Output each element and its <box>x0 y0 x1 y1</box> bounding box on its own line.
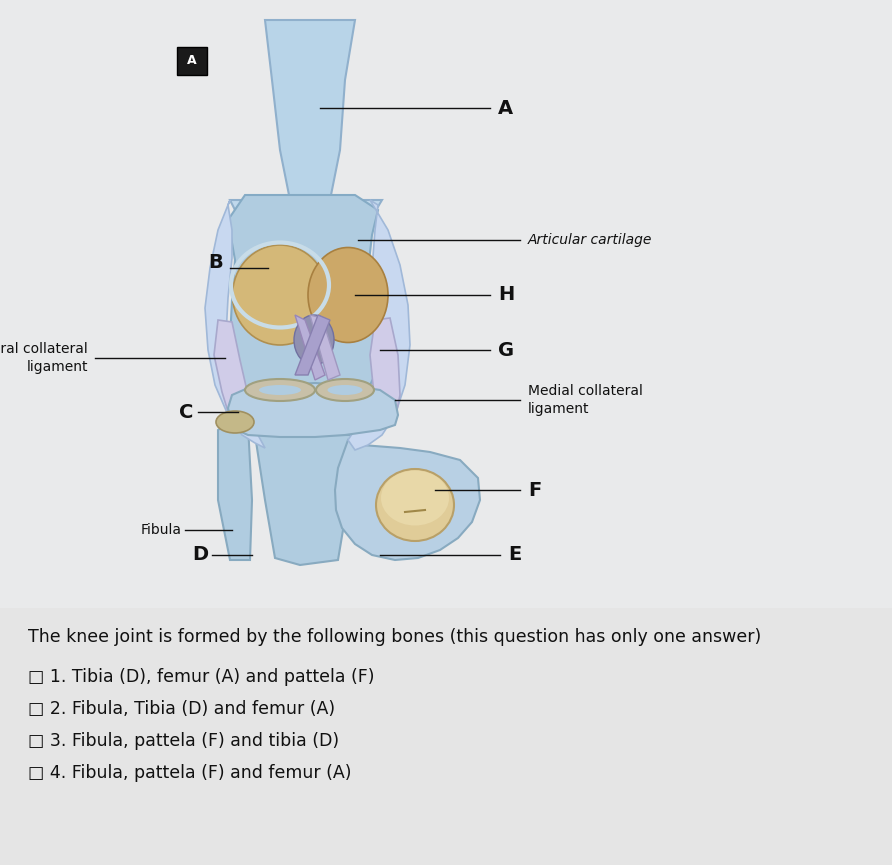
Text: □ 3. Fibula, pattela (F) and tibia (D): □ 3. Fibula, pattela (F) and tibia (D) <box>28 732 339 750</box>
Text: B: B <box>208 253 223 272</box>
Text: A: A <box>498 99 513 118</box>
Text: E: E <box>508 546 521 565</box>
Text: D: D <box>192 546 208 565</box>
Polygon shape <box>205 200 265 448</box>
Text: Lateral collateral
ligament: Lateral collateral ligament <box>0 343 88 374</box>
Text: □ 4. Fibula, pattela (F) and femur (A): □ 4. Fibula, pattela (F) and femur (A) <box>28 764 351 782</box>
Ellipse shape <box>216 411 254 433</box>
Ellipse shape <box>316 379 374 401</box>
Bar <box>0 608 892 865</box>
Polygon shape <box>310 315 340 380</box>
Ellipse shape <box>381 471 449 526</box>
Text: The knee joint is formed by the following bones (this question has only one answ: The knee joint is formed by the followin… <box>28 628 761 646</box>
Polygon shape <box>218 425 252 560</box>
Polygon shape <box>295 315 325 380</box>
Text: □ 1. Tibia (D), femur (A) and pattela (F): □ 1. Tibia (D), femur (A) and pattela (F… <box>28 668 375 686</box>
Ellipse shape <box>376 469 454 541</box>
Text: C: C <box>178 402 193 421</box>
Polygon shape <box>348 200 410 450</box>
Polygon shape <box>228 195 378 415</box>
Ellipse shape <box>233 245 327 345</box>
Text: Articular cartilage: Articular cartilage <box>528 233 652 247</box>
Polygon shape <box>230 200 382 400</box>
Text: □ 2. Fibula, Tibia (D) and femur (A): □ 2. Fibula, Tibia (D) and femur (A) <box>28 700 335 718</box>
Ellipse shape <box>259 385 301 395</box>
Text: Fibula: Fibula <box>141 523 182 537</box>
Text: A: A <box>187 54 197 67</box>
Polygon shape <box>214 320 248 420</box>
Polygon shape <box>228 383 398 437</box>
Polygon shape <box>295 315 330 375</box>
Polygon shape <box>265 20 355 200</box>
Polygon shape <box>335 440 480 560</box>
Text: F: F <box>528 480 541 499</box>
Polygon shape <box>370 318 400 422</box>
Ellipse shape <box>308 247 388 343</box>
Polygon shape <box>255 435 355 565</box>
Text: Medial collateral
ligament: Medial collateral ligament <box>528 384 643 416</box>
Text: G: G <box>498 341 514 360</box>
Ellipse shape <box>294 315 334 365</box>
Text: H: H <box>498 285 515 304</box>
Ellipse shape <box>327 385 362 395</box>
FancyBboxPatch shape <box>177 47 207 75</box>
Ellipse shape <box>245 379 315 401</box>
